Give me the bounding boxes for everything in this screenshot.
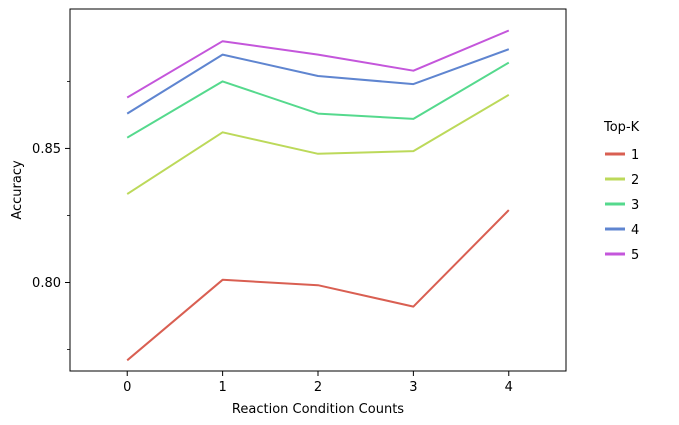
plot-frame bbox=[69, 8, 567, 372]
legend-label-4: 4 bbox=[631, 223, 639, 238]
y-tick-label: 0.80 bbox=[32, 276, 61, 291]
series-line-2 bbox=[126, 93, 510, 195]
legend: Top-K 1 2 3 4 5 bbox=[603, 120, 640, 263]
x-tick-label: 4 bbox=[505, 380, 513, 395]
y-axis: 0.80 0.85 bbox=[32, 81, 70, 350]
x-axis-label: Reaction Condition Counts bbox=[232, 402, 404, 417]
legend-label-5: 5 bbox=[631, 248, 639, 263]
plot-area bbox=[69, 8, 567, 372]
legend-label-3: 3 bbox=[631, 198, 639, 213]
legend-title: Top-K bbox=[603, 120, 640, 135]
legend-label-2: 2 bbox=[631, 173, 639, 188]
y-axis-label: Accuracy bbox=[10, 160, 25, 220]
legend-label-1: 1 bbox=[631, 148, 639, 163]
series-line-1 bbox=[126, 209, 510, 362]
series-line-4 bbox=[126, 48, 510, 115]
x-tick-label: 1 bbox=[218, 380, 226, 395]
x-axis: 0 1 2 3 4 bbox=[123, 371, 513, 395]
x-tick-label: 2 bbox=[314, 380, 322, 395]
x-tick-label: 3 bbox=[409, 380, 417, 395]
y-tick-label: 0.85 bbox=[32, 142, 61, 157]
series-line-3 bbox=[126, 61, 510, 139]
series-lines bbox=[126, 29, 510, 362]
x-tick-label: 0 bbox=[123, 380, 131, 395]
series-line-5 bbox=[126, 29, 510, 99]
